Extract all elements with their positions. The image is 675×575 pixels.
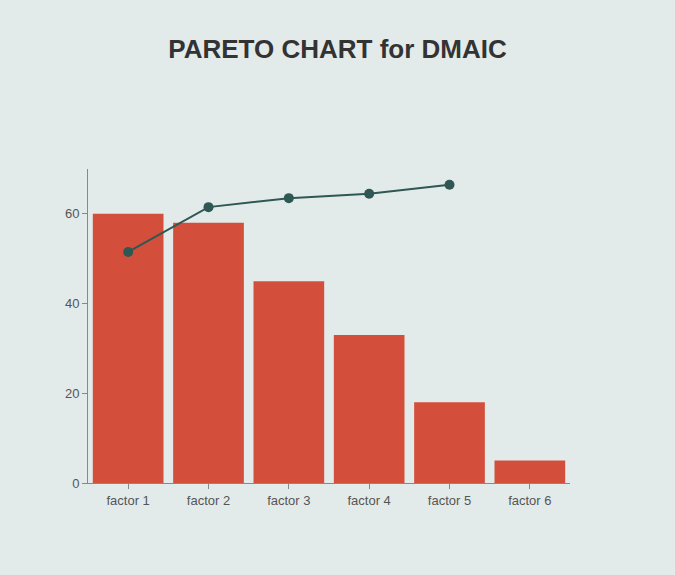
svg-text:factor 2: factor 2: [187, 493, 230, 508]
svg-text:factor 4: factor 4: [347, 493, 390, 508]
svg-text:60: 60: [65, 206, 79, 221]
svg-text:factor 5: factor 5: [428, 493, 471, 508]
svg-text:0: 0: [72, 476, 79, 491]
svg-text:factor 6: factor 6: [508, 493, 551, 508]
svg-text:40: 40: [65, 296, 79, 311]
svg-text:factor 1: factor 1: [106, 493, 149, 508]
svg-text:20: 20: [65, 386, 79, 401]
svg-text:PARETO CHART for DMAIC: PARETO CHART for DMAIC: [168, 34, 507, 64]
svg-text:factor 3: factor 3: [267, 493, 310, 508]
